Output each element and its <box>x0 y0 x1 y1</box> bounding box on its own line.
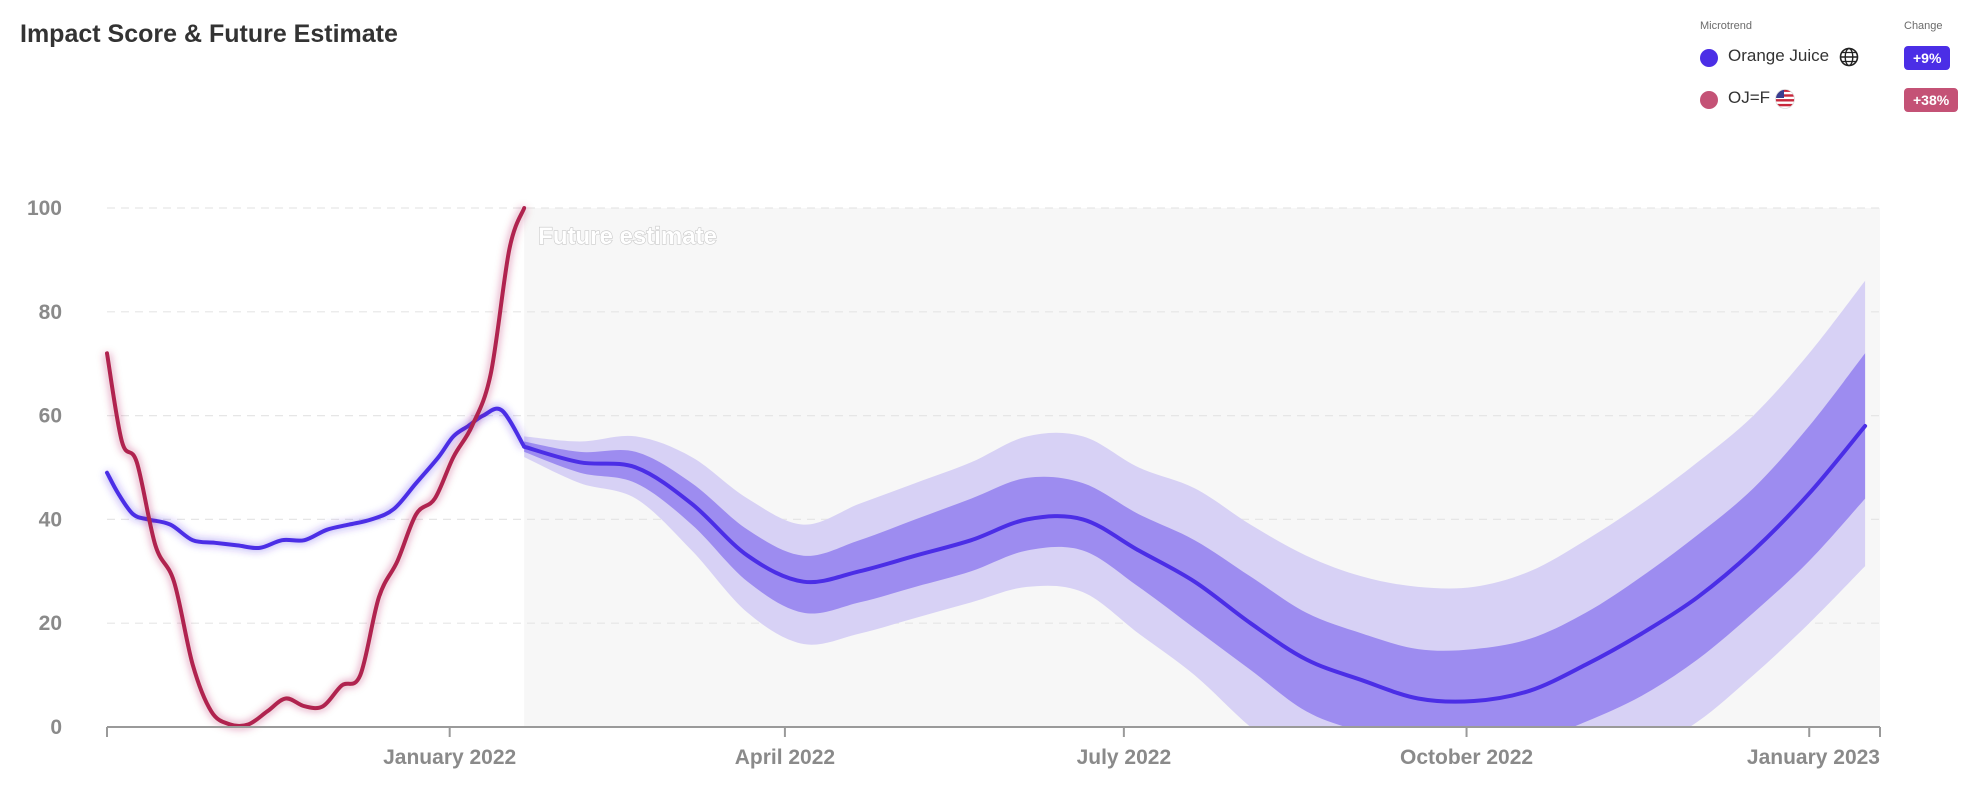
x-tick-label: October 2022 <box>1400 746 1533 769</box>
legend: Microtrend Change Orange Juice +9% OJ=F <box>1690 20 1980 120</box>
y-tick-label: 60 <box>39 405 62 428</box>
x-tick-label: January 2023 <box>1747 746 1880 769</box>
outer-confidence-band <box>524 280 1866 728</box>
legend-microtrend-header: Microtrend <box>1700 20 1752 32</box>
x-tick-label: April 2022 <box>735 746 835 769</box>
y-tick-label: 80 <box>39 301 62 324</box>
legend-change-header: Change <box>1904 20 1943 32</box>
ojf-line <box>105 206 527 729</box>
y-tick-label: 0 <box>50 716 62 739</box>
legend-item-label: Orange Juice <box>1728 46 1830 65</box>
orange-juice-line <box>105 406 527 551</box>
legend-dot <box>1700 49 1718 67</box>
inner-confidence-band <box>524 353 1866 728</box>
legend-item-orange-juice[interactable]: Orange Juice +9% <box>1690 42 1980 72</box>
orange-juice-estimate-line <box>522 424 1868 704</box>
legend-item-ojf[interactable]: OJ=F +38% <box>1690 84 1980 114</box>
y-tick-label: 20 <box>39 612 62 635</box>
change-badge: +38% <box>1904 88 1959 112</box>
change-badge: +9% <box>1904 46 1951 70</box>
future-estimate-label: Future estimate <box>538 223 717 250</box>
legend-dot <box>1700 91 1718 109</box>
x-tick-label: July 2022 <box>1077 746 1172 769</box>
globe-icon <box>1839 47 1859 67</box>
y-tick-label: 40 <box>39 508 62 531</box>
ojf-line-glow <box>103 206 528 730</box>
y-tick-label: 100 <box>27 197 62 220</box>
chart-title: Impact Score & Future Estimate <box>20 20 398 48</box>
x-tick-label: January 2022 <box>383 746 516 769</box>
us-flag-icon <box>1775 89 1795 109</box>
legend-item-label: OJ=F <box>1728 88 1771 107</box>
